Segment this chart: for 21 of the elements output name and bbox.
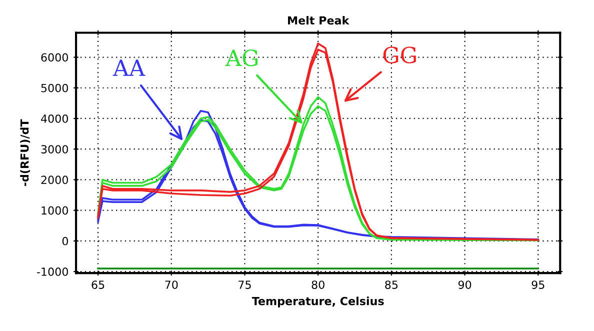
annotation: AA: [112, 60, 146, 76]
x-tick-label: 85: [385, 280, 398, 289]
x-axis-title: Temperature, Celsius: [252, 296, 384, 308]
y-tick-label: 5000: [41, 84, 68, 92]
y-tick-label: 1000: [42, 206, 68, 215]
x-tick-label: 65: [92, 280, 104, 289]
annotation: AG: [225, 49, 258, 66]
y-tick-label: -1000: [36, 268, 68, 276]
x-tick-label: 80: [312, 280, 324, 289]
y-tick-label: 0: [62, 236, 68, 246]
y-tick-label: 2000: [41, 176, 68, 184]
y-axis-title: -d(RFU)/dT: [20, 119, 30, 186]
y-tick-label: 3000: [41, 145, 68, 154]
chart-title: Melt Peak: [288, 16, 350, 25]
x-tick-label: 70: [165, 280, 178, 289]
x-tick-label: 75: [238, 280, 251, 289]
y-tick-label: 4000: [41, 114, 68, 123]
y-tick-label: 6000: [41, 53, 68, 62]
x-tick-label: 90: [458, 280, 472, 289]
x-tick-label: 95: [532, 280, 544, 289]
annotation: GG: [383, 46, 416, 64]
